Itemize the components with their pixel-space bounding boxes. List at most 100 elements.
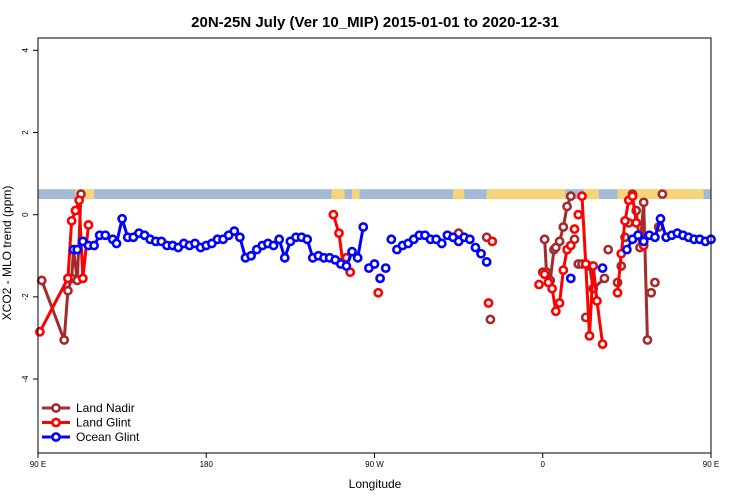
legend-swatch-point-0	[51, 403, 61, 413]
series-0-point-18	[562, 201, 572, 212]
ocean-band	[38, 189, 711, 200]
series-0-point-37	[646, 287, 657, 298]
series-1-point-0	[34, 326, 45, 337]
series-0-point-38	[650, 277, 660, 288]
x-tick-label-2: 90 W	[365, 460, 384, 469]
series-2-point-51	[352, 252, 363, 263]
series-2-point-83	[655, 213, 666, 224]
series-1-line-4	[616, 194, 638, 295]
legend-entry-2: Ocean Glint	[42, 430, 140, 444]
series-1-line-3	[580, 194, 605, 346]
series-2-point-76	[597, 263, 608, 273]
land-patch-5	[583, 189, 599, 200]
series-1-point-7	[328, 209, 339, 220]
series-1-point-14	[487, 236, 498, 247]
series-2-point-38	[279, 252, 290, 263]
legend-swatch-point-2	[51, 432, 61, 442]
y-axis: 4 2 0 -2 -4	[21, 48, 38, 383]
series-1-point-36	[627, 191, 638, 202]
series-1-point-24	[569, 224, 580, 234]
series-2-point-79	[633, 230, 643, 241]
series-2-point-9	[117, 213, 128, 224]
series-1-point-15	[534, 279, 544, 290]
series-1-point-21	[558, 265, 569, 276]
x-tick-label-4: 90 E	[703, 460, 719, 469]
series-2-point-8	[111, 238, 122, 249]
y-tick-label-0: 4	[21, 48, 30, 53]
legend-label-0: Land Nadir	[76, 401, 135, 415]
legend-swatch-point-1	[51, 417, 61, 428]
series-2-point-57	[386, 234, 397, 245]
series-1-point-31	[597, 339, 608, 350]
series-2-point-50	[347, 246, 357, 257]
series-1-point-13	[483, 298, 494, 308]
land-patch-3	[453, 189, 465, 200]
x-tick-label-1: 180	[200, 460, 214, 469]
series-1-line-0	[38, 198, 90, 334]
series-0-point-40	[657, 189, 668, 200]
series-1-point-34	[620, 215, 630, 226]
land-ocean-band	[38, 189, 711, 200]
series-1-point-2	[66, 215, 77, 226]
y-tick-label-2: 0	[21, 212, 30, 217]
series-1-point-16	[539, 269, 550, 280]
y-tick-label-3: -2	[21, 293, 30, 301]
series-1-point-37	[631, 218, 642, 228]
series-0-point-27	[603, 244, 614, 255]
series-2-point-42	[302, 234, 313, 245]
series-2-point-49	[341, 261, 352, 271]
series-1-point-4	[74, 195, 85, 206]
series-0-point-16	[554, 236, 565, 247]
series-0-point-36	[642, 335, 653, 345]
series-1-point-32	[612, 287, 623, 298]
series-1-point-19	[550, 306, 561, 317]
series-2-point-36	[268, 240, 279, 251]
land-patch-4	[486, 189, 566, 200]
legend-label-1: Land Glint	[76, 416, 131, 430]
series-2-point-71	[464, 234, 475, 245]
series-1-point-29	[588, 261, 599, 271]
y-tick-label-1: 2	[21, 130, 30, 135]
series-2-point-73	[476, 248, 486, 259]
land-patch-2	[352, 189, 360, 200]
series-0-point-35	[638, 197, 649, 208]
series-0-point-11	[539, 234, 550, 245]
series-1-point-6	[83, 220, 94, 230]
series-0-point-17	[558, 222, 569, 232]
x-axis: 90 E 180 90 W 0 90 E	[30, 453, 719, 469]
series-1-point-18	[547, 283, 557, 294]
series-2-point-30	[234, 232, 245, 243]
series-2-point-66	[436, 238, 447, 249]
series-2	[68, 213, 716, 284]
x-tick-label-0: 90 E	[30, 460, 46, 469]
series-1	[34, 191, 649, 350]
series-0-point-1	[59, 335, 70, 345]
series-2-point-4	[89, 240, 99, 251]
series-2-point-37	[274, 234, 285, 245]
series-2-point-1	[72, 244, 83, 255]
series-2-point-80	[638, 236, 649, 247]
y-axis-label: XCO2 - MLO trend (ppm)	[0, 186, 14, 321]
series-2-point-6	[100, 230, 111, 241]
x-tick-label-3: 0	[541, 460, 546, 469]
series-2-point-75	[565, 273, 576, 284]
series-0	[36, 189, 668, 345]
series-1-point-20	[554, 298, 565, 308]
series-0-point-0	[36, 275, 47, 286]
series-2-point-52	[358, 222, 369, 232]
series-2-point-72	[470, 242, 481, 253]
series-2-point-74	[481, 257, 492, 267]
series-1-point-28	[584, 330, 595, 341]
series-1-point-25	[573, 209, 584, 220]
series-1-point-8	[334, 228, 344, 239]
series-1-point-27	[580, 259, 591, 269]
series-2-point-77	[621, 244, 632, 255]
series-2-point-56	[380, 263, 391, 273]
series-1-point-1	[63, 273, 73, 284]
x-axis-label: Longitude	[349, 477, 402, 491]
series-1-point-23	[565, 240, 576, 251]
legend-entry-1: Land Glint	[42, 416, 131, 430]
y-tick-label-4: -4	[21, 375, 30, 383]
series-0-line-3	[634, 200, 649, 342]
